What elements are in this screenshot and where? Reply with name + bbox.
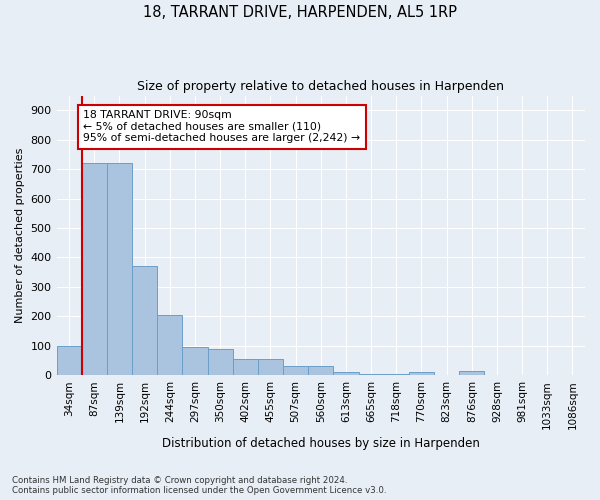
Bar	[208, 348, 233, 375]
Bar	[283, 366, 308, 375]
Bar	[334, 372, 359, 375]
Bar	[308, 366, 334, 375]
Bar	[233, 359, 258, 375]
Bar	[383, 374, 409, 375]
Text: 18 TARRANT DRIVE: 90sqm
← 5% of detached houses are smaller (110)
95% of semi-de: 18 TARRANT DRIVE: 90sqm ← 5% of detached…	[83, 110, 360, 144]
Bar	[459, 371, 484, 375]
Bar	[182, 347, 208, 375]
Text: 18, TARRANT DRIVE, HARPENDEN, AL5 1RP: 18, TARRANT DRIVE, HARPENDEN, AL5 1RP	[143, 5, 457, 20]
Title: Size of property relative to detached houses in Harpenden: Size of property relative to detached ho…	[137, 80, 504, 93]
Bar	[107, 164, 132, 375]
Bar	[359, 374, 383, 375]
Y-axis label: Number of detached properties: Number of detached properties	[15, 148, 25, 323]
Bar	[132, 266, 157, 375]
Bar	[409, 372, 434, 375]
Bar	[56, 346, 82, 375]
X-axis label: Distribution of detached houses by size in Harpenden: Distribution of detached houses by size …	[162, 437, 480, 450]
Bar	[82, 164, 107, 375]
Text: Contains HM Land Registry data © Crown copyright and database right 2024.
Contai: Contains HM Land Registry data © Crown c…	[12, 476, 386, 495]
Bar	[258, 359, 283, 375]
Bar	[157, 315, 182, 375]
